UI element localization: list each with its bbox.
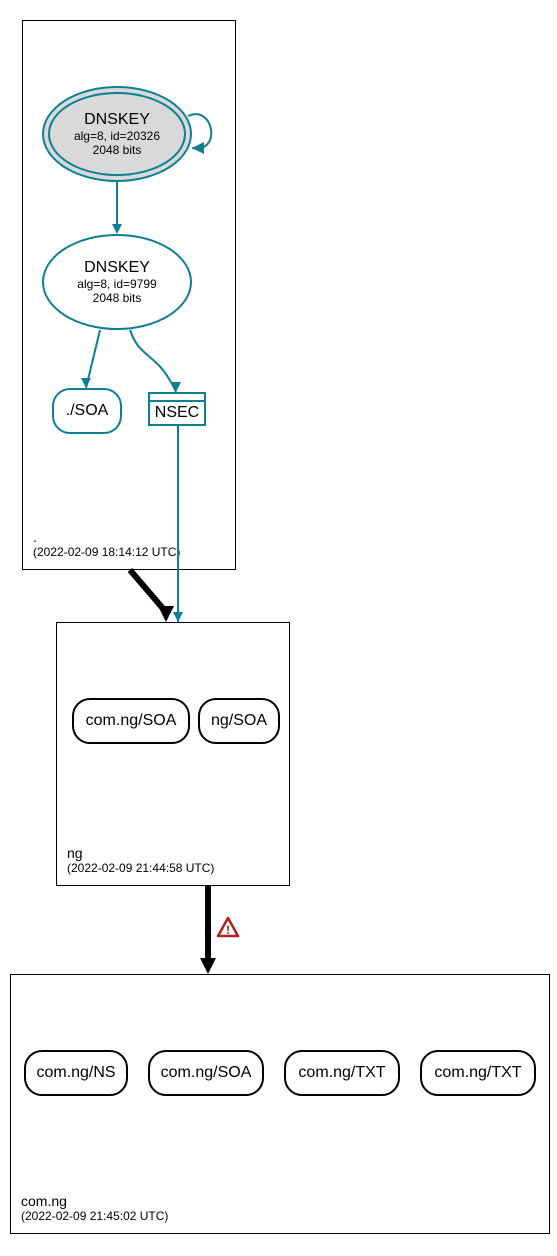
rr-node: ng/SOA xyxy=(198,698,280,744)
dnskey-alg: alg=8, id=20326 xyxy=(74,129,160,143)
dnskey-bits: 2048 bits xyxy=(93,291,142,305)
zone-label: ng(2022-02-09 21:44:58 UTC) xyxy=(67,845,214,875)
zone-time: (2022-02-09 21:44:58 UTC) xyxy=(67,861,214,875)
dnskey-title: DNSKEY xyxy=(84,111,150,129)
zone-label: com.ng(2022-02-09 21:45:02 UTC) xyxy=(21,1193,168,1223)
zone-comng: com.ng(2022-02-09 21:45:02 UTC) xyxy=(10,974,550,1234)
dnskey-alg: alg=8, id=9799 xyxy=(77,277,156,291)
nsec-node: NSEC xyxy=(148,392,206,426)
zone-ng: ng(2022-02-09 21:44:58 UTC) xyxy=(56,622,290,886)
dnskey-bits: 2048 bits xyxy=(93,143,142,157)
rr-node: com.ng/TXT xyxy=(284,1050,400,1096)
zone-time: (2022-02-09 18:14:12 UTC) xyxy=(33,545,180,559)
dnskey-node: DNSKEYalg=8, id=97992048 bits xyxy=(42,234,192,330)
dnskey-title: DNSKEY xyxy=(84,259,150,277)
svg-text:!: ! xyxy=(226,923,230,937)
rr-node: com.ng/NS xyxy=(24,1050,128,1096)
rr-node: com.ng/TXT xyxy=(420,1050,536,1096)
zone-time: (2022-02-09 21:45:02 UTC) xyxy=(21,1209,168,1223)
zone-title: . xyxy=(33,529,180,545)
zone-title: ng xyxy=(67,845,214,861)
dnskey-node: DNSKEYalg=8, id=203262048 bits xyxy=(42,86,192,182)
rr-node: com.ng/SOA xyxy=(148,1050,264,1096)
rr-node: ./SOA xyxy=(52,388,122,434)
zone-label: .(2022-02-09 18:14:12 UTC) xyxy=(33,529,180,559)
nsec-label: NSEC xyxy=(150,402,204,424)
zone-title: com.ng xyxy=(21,1193,168,1209)
rr-node: com.ng/SOA xyxy=(72,698,190,744)
